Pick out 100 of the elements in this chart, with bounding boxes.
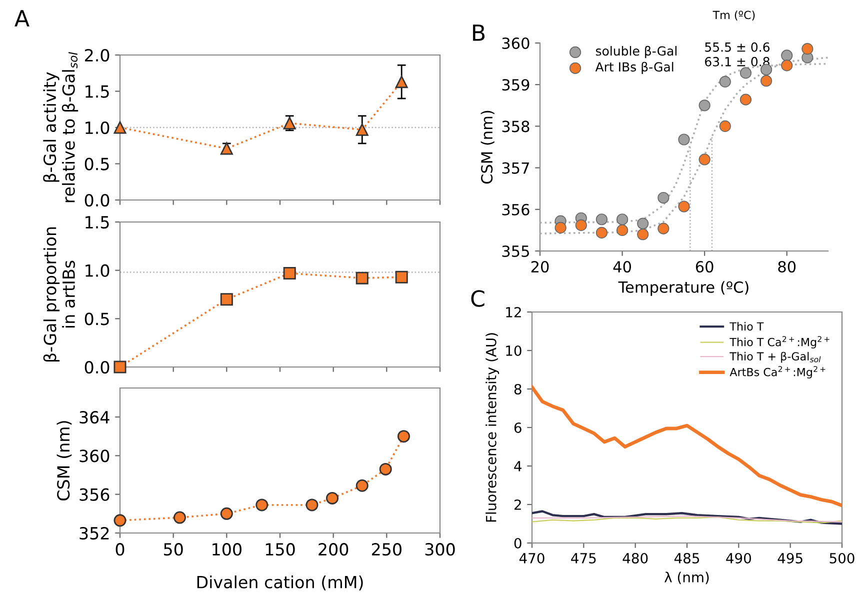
x-tick-label: 480 (622, 552, 648, 564)
text: C (471, 290, 484, 307)
y-tick-label: 357 (502, 162, 529, 174)
point (616, 214, 628, 226)
x-tick-label: 475 (571, 553, 596, 564)
y-tick-label: 360 (502, 37, 530, 50)
point (114, 360, 126, 374)
y-axis-title: Fluorescence intensity (AU) (486, 333, 500, 522)
y-tick-label: 1.5 (86, 85, 109, 98)
y-tick-label: 6 (514, 422, 522, 433)
legend-label: ArtBs Ca$^{2+}$:Mg$^{2+}$ (730, 366, 826, 378)
text: A (14, 10, 30, 26)
point (781, 50, 793, 62)
point (637, 218, 649, 230)
x-tick-label: 50 (164, 543, 183, 556)
x-tick-label: 300 (425, 543, 455, 556)
y-tick-label: 2 (514, 499, 521, 510)
x-tick-label: 100 (212, 543, 242, 556)
point (356, 272, 368, 284)
y-tick-label: 0.0 (84, 194, 110, 207)
point (395, 270, 408, 284)
point (395, 76, 408, 88)
y-tick-label: 358 (502, 120, 530, 132)
y-tick-label: 4 (514, 461, 522, 472)
y-tick-label: 356 (502, 204, 530, 216)
x-tick-label: 495 (778, 552, 802, 564)
point (802, 43, 814, 55)
y-axis-title: CSM (nm) (56, 421, 72, 500)
point (740, 67, 752, 79)
x-tick-label: 490 (726, 552, 751, 564)
x-tick-label: 500 (830, 552, 854, 564)
y-axis-title: β-Gal activity relative to β-Gal$_{sol}$ (43, 52, 78, 202)
y-tick-label: 360 (80, 450, 110, 462)
point (306, 498, 318, 512)
point (596, 226, 608, 238)
point (114, 514, 126, 527)
point (283, 266, 296, 280)
y-tick-label: 1.0 (86, 264, 110, 277)
annotation: 55.5 ± 0.6 (705, 42, 770, 52)
x-axis-title: Divalen cation (mM) (197, 576, 363, 590)
y-axis-title: β-Gal proportion in artIBs (43, 227, 75, 362)
point (698, 154, 710, 166)
legend-label: Thio T Ca$^{2+}$:Mg$^{2+}$ (730, 336, 830, 348)
x-tick-label: 150 (266, 543, 295, 556)
x-axis-title: Temperature (ºC) (618, 281, 748, 296)
point (740, 94, 752, 106)
y-tick-label: 352 (80, 526, 109, 540)
point (637, 228, 649, 240)
legend-label: soluble β-Gal (596, 46, 676, 58)
y-tick-label: 10 (506, 345, 522, 356)
y-tick-label: 0.5 (84, 158, 109, 170)
point (326, 492, 339, 504)
point (719, 120, 731, 132)
x-tick-label: 60 (696, 260, 714, 273)
y-tick-label: 356 (80, 488, 110, 501)
legend-label: Art IBs β-Gal (595, 62, 674, 74)
line-series (532, 385, 842, 508)
point (760, 75, 772, 87)
point (596, 214, 608, 226)
point (356, 479, 368, 492)
x-tick-label: 470 (519, 552, 544, 564)
x-tick-label: 200 (318, 543, 348, 556)
point (114, 121, 126, 134)
y-tick-label: 364 (80, 410, 110, 424)
x-tick-label: 40 (613, 260, 631, 273)
point (658, 222, 670, 234)
point (678, 200, 690, 212)
y-tick-label: 2.0 (84, 48, 110, 62)
point (554, 222, 566, 234)
x-axis-title: λ (nm) (664, 572, 709, 584)
point (616, 224, 628, 236)
point (397, 430, 410, 443)
point (220, 293, 233, 306)
y-tick-label: 359 (502, 79, 530, 91)
point (781, 60, 793, 72)
text: B (473, 24, 485, 41)
y-tick-label: 0.0 (84, 360, 110, 374)
point (658, 192, 670, 204)
y-tick-label: 0.5 (84, 312, 109, 326)
x-tick-label: 0 (116, 543, 124, 556)
text: Tm (ºC) (712, 10, 755, 20)
x-tick-label: 20 (531, 260, 549, 273)
line-series (532, 510, 842, 525)
x-tick-label: 485 (674, 552, 700, 564)
point (356, 123, 368, 136)
y-tick-label: 355 (502, 245, 529, 258)
point (379, 462, 392, 476)
y-tick-label: 8 (514, 384, 522, 394)
point (173, 511, 186, 524)
y-axis-title: CSM (nm) (480, 110, 494, 184)
point (220, 507, 233, 520)
x-tick-label: 80 (778, 260, 796, 273)
point (220, 142, 233, 155)
point (678, 134, 690, 146)
legend-label: Thio T + β-Gal$_{sol}$ (730, 352, 821, 363)
legend-label: Thio T (730, 322, 764, 331)
point (575, 219, 587, 232)
x-tick-label: 250 (372, 543, 402, 556)
point (698, 100, 710, 112)
y-tick-label: 1.0 (86, 121, 110, 134)
